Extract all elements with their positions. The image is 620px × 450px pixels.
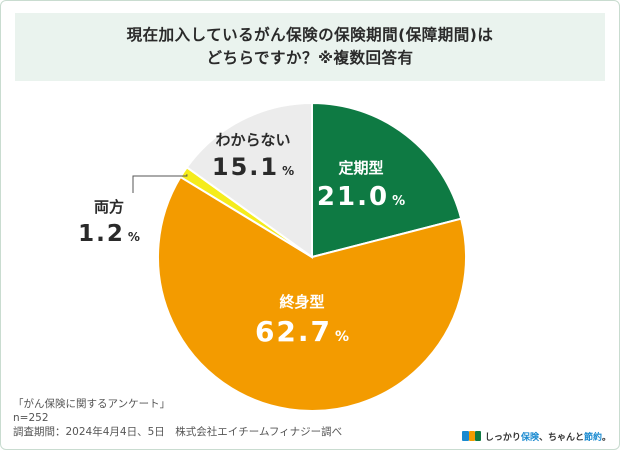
slice-label-0: 定期型 [338, 159, 383, 177]
leader-line-both [132, 174, 188, 193]
chart-title-line-2: どちらですか？※複数回答有 [206, 49, 414, 67]
brand-text-d: 節約 [583, 432, 602, 443]
pie-slice-3 [185, 101, 313, 259]
survey-period: 調査期間：2024年4月4日、5日 株式会社エイチームフィナジー調べ [13, 426, 343, 438]
pie-slice-0 [311, 101, 463, 259]
pie-slice-1 [157, 175, 467, 412]
slice-value-3: 15.1% [212, 153, 294, 181]
slice-value-2: 1.2% [78, 221, 140, 247]
brand-text-c: 、ちゃんと [538, 432, 584, 443]
brand-text-b: 保険 [520, 432, 539, 443]
sample-size: n=252 [13, 412, 49, 424]
survey-name: 「がん保険に関するアンケート」 [13, 398, 171, 410]
slice-value-1: 62.7% [255, 315, 349, 348]
slice-value-0: 21.0% [317, 182, 405, 212]
brand-logo: しっかり 保険 、ちゃんと 節約。 [461, 429, 611, 443]
slice-label-1: 終身型 [279, 293, 324, 311]
slice-label-3: わからない [215, 131, 290, 149]
brand-text-a: しっかり [484, 432, 521, 443]
slice-label-2: 両方 [94, 198, 124, 216]
chart-title-line-1: 現在加入しているがん保険の保険期間(保障期間)は [126, 26, 494, 44]
brand-text-e: 。 [601, 432, 611, 443]
brand-logo-icon [461, 431, 481, 441]
chart-title-box: 現在加入しているがん保険の保険期間(保障期間)は どちらですか？※複数回答有 [15, 13, 605, 81]
chart-footer: 「がん保険に関するアンケート」 n=252 調査期間：2024年4月4日、5日 … [13, 397, 342, 439]
